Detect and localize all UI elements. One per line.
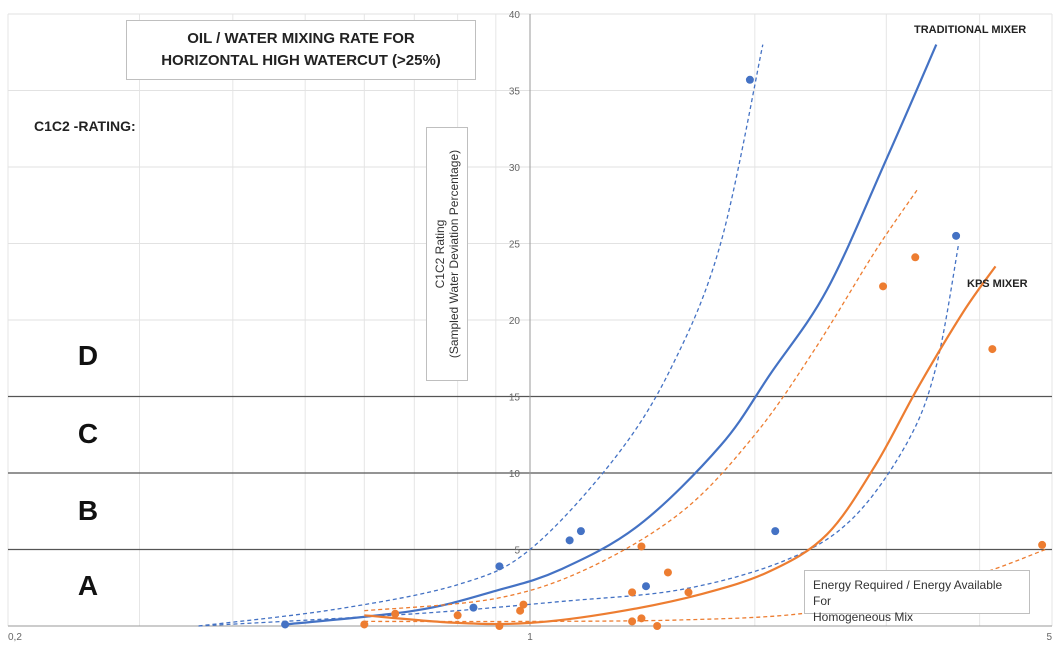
data-point [642,582,651,591]
y-tick-label: 5 [514,546,520,557]
data-point [516,606,525,615]
data-point [988,345,997,354]
data-point [684,588,693,597]
data-point [637,542,646,551]
data-point [495,622,504,630]
data-point [663,568,672,577]
y-tick-label: 30 [509,163,521,174]
data-point [281,620,290,629]
zone-label-c: C [77,418,99,449]
trend-line [284,44,938,626]
x-tick-label: 0,2 [8,632,22,643]
series-label-traditional-mixer: TRADITIONAL MIXER [914,24,1027,36]
data-point [653,622,662,630]
data-point [911,253,920,262]
zone-label-b: B [77,495,99,526]
y-tick-label: 15 [509,393,521,404]
series-traditional-mixer [198,44,961,629]
data-point [628,617,637,626]
data-point [565,536,574,545]
data-point [771,527,780,536]
rating-label: C1C2 -RATING: [34,118,136,134]
data-point [469,603,478,612]
trend-line [364,265,997,626]
x-axis-label-line-2: Homogeneous Mix [813,610,914,624]
zone-label-d: D [77,340,99,371]
data-point [879,282,888,291]
data-point [495,562,504,571]
upper-bound-line [364,189,918,612]
chart-title-line-1: OIL / WATER MIXING RATE FOR [187,30,415,47]
data-point [637,614,646,623]
data-point [576,527,585,536]
y-tick-label: 20 [509,316,521,327]
y-axis-label-line-1: C1C2 Rating [433,219,447,289]
data-point [391,609,400,618]
y-axis-label: C1C2 Rating (Sampled Water Deviation Per… [426,127,468,381]
data-point [628,588,637,597]
y-tick-label: 40 [509,10,521,21]
lower-bound-line [198,243,960,627]
series-label-kps-mixer: KPS MIXER [967,278,1028,290]
data-point [519,600,528,609]
y-axis-label-line-2: (Sampled Water Deviation Percentage) [447,149,461,359]
x-tick-label: 5 [1046,632,1052,643]
chart-title-line-2: HORIZONTAL HIGH WATERCUT (>25%) [161,52,441,69]
axes [8,14,1052,627]
data-point [952,231,961,240]
x-axis-label-line-1: Energy Required / Energy Available For [813,578,1003,608]
data-point [1038,540,1047,549]
upper-bound-line [198,44,764,627]
y-tick-label: 10 [509,469,521,480]
x-tick-label: 1 [527,632,533,643]
data-point [745,75,754,84]
data-point [360,620,369,629]
data-point [453,611,462,620]
series [198,44,1047,630]
x-axis-label: Energy Required / Energy Available For H… [804,570,1030,624]
chart-title: OIL / WATER MIXING RATE FOR HORIZONTAL H… [126,20,476,80]
y-tick-label: 25 [509,240,521,251]
y-tick-label: 35 [509,87,521,98]
zone-label-a: A [77,570,99,601]
